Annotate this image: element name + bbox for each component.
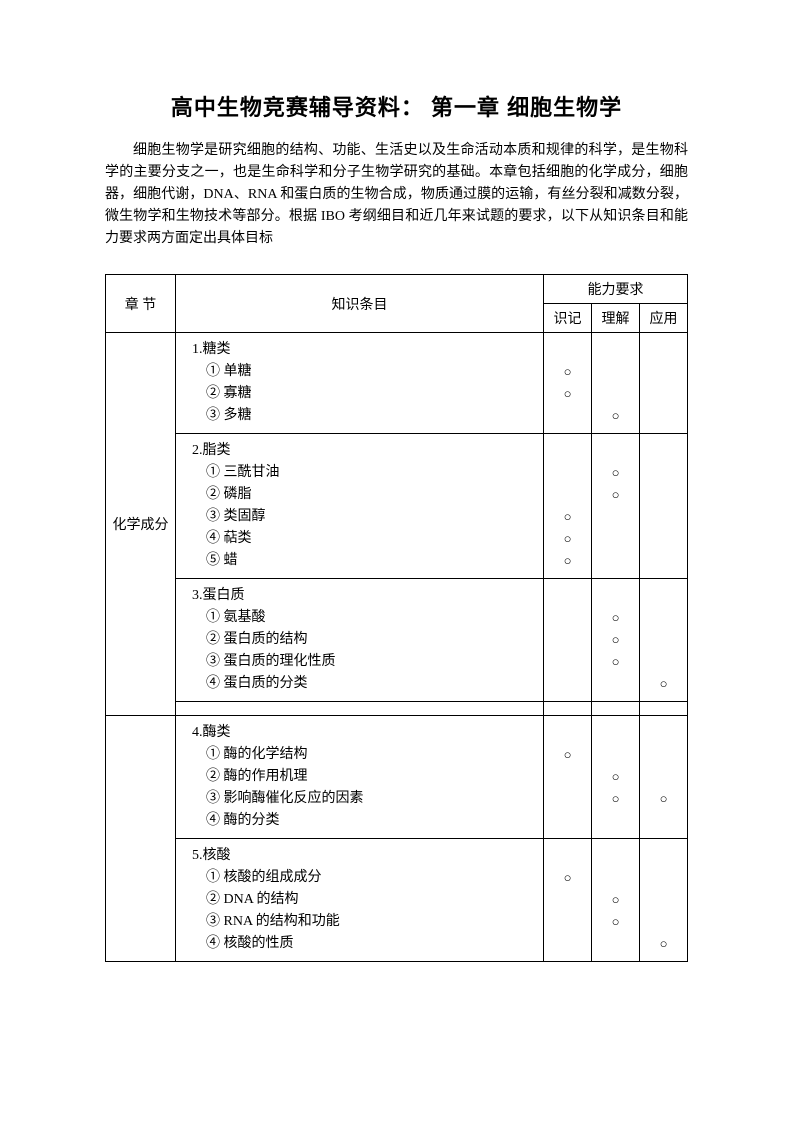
recall-cell: [544, 579, 592, 702]
page-title: 高中生物竞赛辅导资料： 第一章 细胞生物学: [105, 90, 688, 122]
chapter-label: 化学成分: [106, 333, 176, 716]
understand-cell: ○: [592, 333, 640, 434]
topic-cell: 5.核酸 ① 核酸的组成成分 ② DNA 的结构 ③ RNA 的结构和功能 ④ …: [176, 839, 544, 962]
intro-paragraph: 细胞生物学是研究细胞的结构、功能、生活史以及生命活动本质和规律的科学，是生物科学…: [105, 140, 688, 250]
header-chapter: 章 节: [106, 275, 176, 333]
syllabus-table: 章 节 知识条目 能力要求 识记 理解 应用 化学成分 1.糖类 ① 单糖 ② …: [105, 274, 688, 962]
topic-cell: 4.酶类 ① 酶的化学结构 ② 酶的作用机理 ③ 影响酶催化反应的因素 ④ 酶的…: [176, 716, 544, 839]
header-topic: 知识条目: [176, 275, 544, 333]
apply-cell: ○: [640, 716, 688, 839]
topic-cell: 1.糖类 ① 单糖 ② 寡糖 ③ 多糖: [176, 333, 544, 434]
apply-cell: ○: [640, 839, 688, 962]
apply-cell: ○: [640, 579, 688, 702]
recall-cell: ○: [544, 716, 592, 839]
understand-cell: ○ ○: [592, 716, 640, 839]
recall-cell: ○ ○: [544, 333, 592, 434]
header-ability: 能力要求: [544, 275, 688, 304]
header-understand: 理解: [592, 304, 640, 333]
spacer-row: [106, 702, 688, 716]
topic-cell: 2.脂类 ① 三酰甘油 ② 磷脂 ③ 类固醇 ④ 萜类 ⑤ 蜡: [176, 434, 544, 579]
recall-cell: ○ ○ ○: [544, 434, 592, 579]
understand-cell: ○ ○: [592, 434, 640, 579]
header-apply: 应用: [640, 304, 688, 333]
understand-cell: ○ ○ ○: [592, 579, 640, 702]
understand-cell: ○ ○: [592, 839, 640, 962]
topic-cell: 3.蛋白质 ① 氨基酸 ② 蛋白质的结构 ③ 蛋白质的理化性质 ④ 蛋白质的分类: [176, 579, 544, 702]
apply-cell: [640, 434, 688, 579]
recall-cell: ○: [544, 839, 592, 962]
header-recall: 识记: [544, 304, 592, 333]
apply-cell: [640, 333, 688, 434]
